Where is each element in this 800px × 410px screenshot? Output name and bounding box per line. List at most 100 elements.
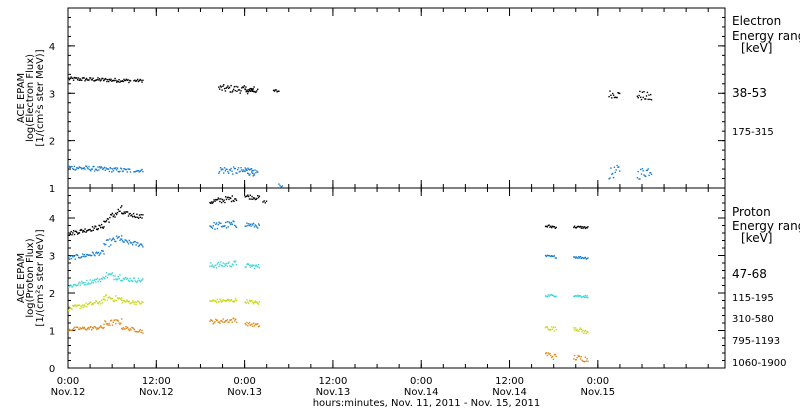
data-point bbox=[544, 352, 547, 355]
data-point bbox=[210, 201, 213, 203]
data-point bbox=[252, 301, 254, 304]
data-point bbox=[121, 240, 124, 242]
data-point bbox=[217, 223, 219, 226]
data-point bbox=[123, 78, 125, 81]
data-point bbox=[73, 76, 76, 79]
data-point bbox=[251, 88, 253, 90]
data-point bbox=[640, 96, 642, 98]
data-point bbox=[69, 255, 71, 257]
data-point bbox=[257, 266, 259, 268]
data-point bbox=[256, 265, 258, 267]
data-point bbox=[136, 213, 138, 215]
data-point bbox=[106, 277, 109, 279]
data-point bbox=[98, 279, 100, 281]
data-point bbox=[75, 306, 77, 308]
data-point bbox=[107, 297, 109, 299]
data-point bbox=[230, 167, 232, 170]
data-point bbox=[234, 261, 236, 263]
data-point bbox=[218, 301, 220, 303]
data-point bbox=[237, 167, 240, 169]
data-point bbox=[103, 220, 105, 222]
data-point bbox=[125, 326, 127, 328]
data-point bbox=[72, 168, 75, 171]
data-point bbox=[89, 168, 91, 171]
data-point bbox=[278, 183, 280, 185]
data-point bbox=[142, 79, 144, 81]
data-point bbox=[130, 215, 132, 217]
data-point bbox=[578, 295, 580, 298]
series-175-315 bbox=[68, 164, 653, 188]
data-point bbox=[123, 241, 125, 243]
data-point bbox=[139, 170, 141, 172]
data-point bbox=[548, 224, 550, 226]
data-point bbox=[251, 90, 254, 92]
data-point bbox=[248, 198, 251, 200]
data-point bbox=[129, 328, 131, 330]
data-point bbox=[276, 91, 278, 93]
data-point bbox=[218, 172, 220, 174]
data-point bbox=[554, 326, 556, 328]
data-point bbox=[249, 168, 252, 171]
data-point bbox=[586, 227, 588, 229]
data-point bbox=[554, 227, 556, 229]
data-point bbox=[641, 91, 644, 93]
data-point bbox=[237, 89, 240, 91]
data-point bbox=[118, 236, 120, 238]
data-point bbox=[95, 328, 98, 331]
data-point bbox=[136, 331, 138, 333]
data-point bbox=[227, 226, 229, 228]
data-point bbox=[215, 300, 217, 302]
data-point bbox=[110, 214, 113, 216]
data-point bbox=[122, 300, 125, 302]
x-axis-label: hours:minutes, Nov. 11, 2011 - Nov. 15, … bbox=[313, 398, 541, 409]
data-point bbox=[111, 168, 114, 170]
data-point bbox=[551, 328, 554, 330]
data-point bbox=[555, 257, 557, 259]
data-point bbox=[136, 78, 139, 81]
data-point bbox=[138, 279, 141, 282]
data-point bbox=[81, 306, 83, 308]
data-point bbox=[578, 295, 581, 297]
data-point bbox=[87, 79, 89, 81]
data-point bbox=[102, 276, 104, 278]
data-point bbox=[545, 255, 548, 258]
data-point bbox=[239, 92, 241, 94]
data-point bbox=[122, 277, 125, 280]
data-point bbox=[108, 245, 110, 248]
data-point bbox=[81, 167, 84, 170]
data-point bbox=[637, 97, 639, 99]
data-point bbox=[135, 331, 137, 333]
data-point bbox=[219, 298, 221, 300]
data-point bbox=[71, 77, 73, 79]
data-point bbox=[230, 319, 232, 321]
data-point bbox=[84, 168, 86, 170]
data-point bbox=[577, 257, 579, 259]
data-point bbox=[130, 302, 132, 304]
data-point bbox=[119, 210, 121, 212]
data-point bbox=[612, 176, 615, 179]
data-point bbox=[68, 286, 70, 288]
data-point bbox=[79, 284, 81, 286]
data-point bbox=[252, 197, 255, 199]
data-point bbox=[89, 254, 91, 256]
data-point bbox=[553, 226, 556, 228]
data-point bbox=[107, 274, 109, 276]
data-point bbox=[223, 225, 225, 227]
data-point bbox=[221, 168, 223, 170]
data-point bbox=[550, 225, 552, 227]
data-point bbox=[548, 295, 550, 298]
data-point bbox=[576, 226, 578, 228]
data-point bbox=[90, 254, 92, 257]
data-point bbox=[554, 353, 556, 356]
data-point bbox=[229, 91, 231, 93]
data-point bbox=[95, 300, 97, 302]
data-point bbox=[121, 213, 124, 215]
data-point bbox=[88, 254, 90, 256]
data-point bbox=[83, 167, 85, 169]
data-point bbox=[611, 97, 613, 99]
data-point bbox=[582, 257, 584, 259]
data-point bbox=[581, 296, 583, 298]
data-point bbox=[581, 359, 583, 362]
data-point bbox=[114, 275, 116, 277]
data-point bbox=[111, 212, 114, 215]
